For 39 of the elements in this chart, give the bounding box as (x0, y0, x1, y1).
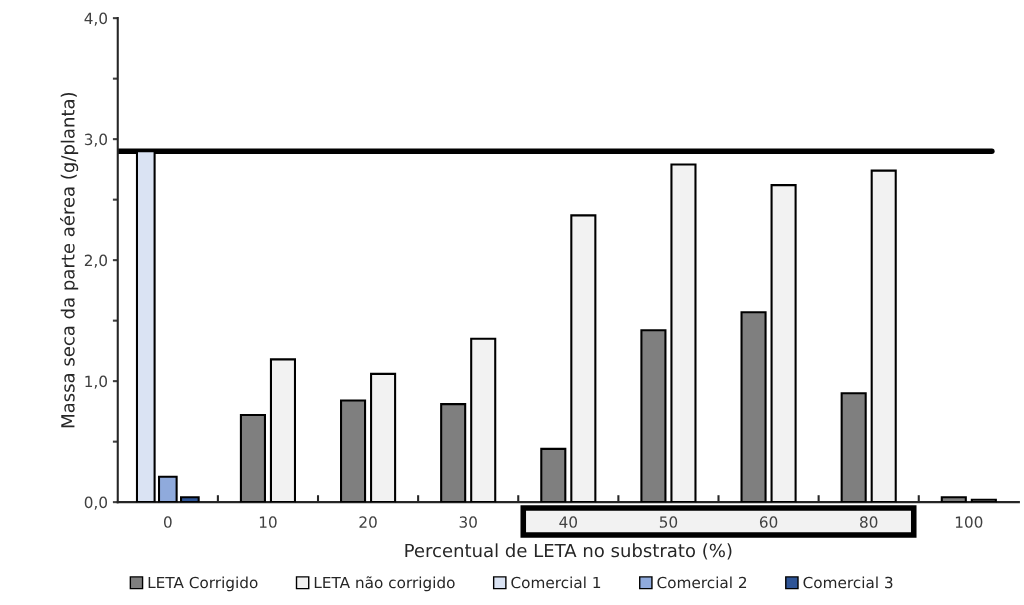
bar (269, 358, 297, 503)
bar (540, 447, 567, 503)
bar (770, 184, 797, 503)
bar (470, 337, 497, 503)
x-tick-label: 10 (259, 516, 277, 528)
x-tick-label: 30 (459, 516, 477, 528)
bar (340, 399, 367, 503)
bar (180, 496, 200, 503)
bar (640, 329, 667, 503)
bar (157, 475, 178, 503)
x-tick-label: 20 (359, 516, 377, 528)
y-tick-label: 0,0 (84, 496, 108, 510)
bar (940, 496, 967, 503)
bar (670, 163, 697, 503)
bar (440, 403, 467, 503)
x-tick-label: 0 (163, 516, 172, 528)
legend-label: LETA Corrigido (148, 576, 258, 592)
x-tick-label: 40 (559, 516, 578, 528)
y-tick-label: 2,0 (84, 254, 108, 268)
legend-label: Comercial 1 (511, 576, 601, 589)
bar (840, 392, 867, 503)
y-tick-label: 3,0 (84, 133, 108, 147)
legend-label: Comercial 2 (657, 576, 747, 589)
y-tick-label: 1,0 (85, 375, 108, 389)
legend-label: Comercial 3 (803, 576, 893, 589)
x-tick-label: 100 (955, 516, 983, 528)
y-tick-label: 4,0 (84, 12, 108, 26)
bar (239, 413, 266, 503)
bar (870, 169, 897, 503)
bar (570, 214, 597, 503)
legend-label: LETA não corrigido (314, 576, 455, 592)
bar (970, 498, 997, 503)
bar (370, 372, 397, 503)
bar (740, 311, 767, 503)
x-axis-title: Percentual de LETA no substrato (%) (405, 543, 732, 560)
y-axis-title: Massa seca da parte aérea (g/planta) (59, 92, 79, 428)
x-tick-label: 50 (659, 516, 678, 528)
x-tick-label: 80 (860, 516, 878, 528)
x-tick-label: 60 (759, 516, 778, 528)
